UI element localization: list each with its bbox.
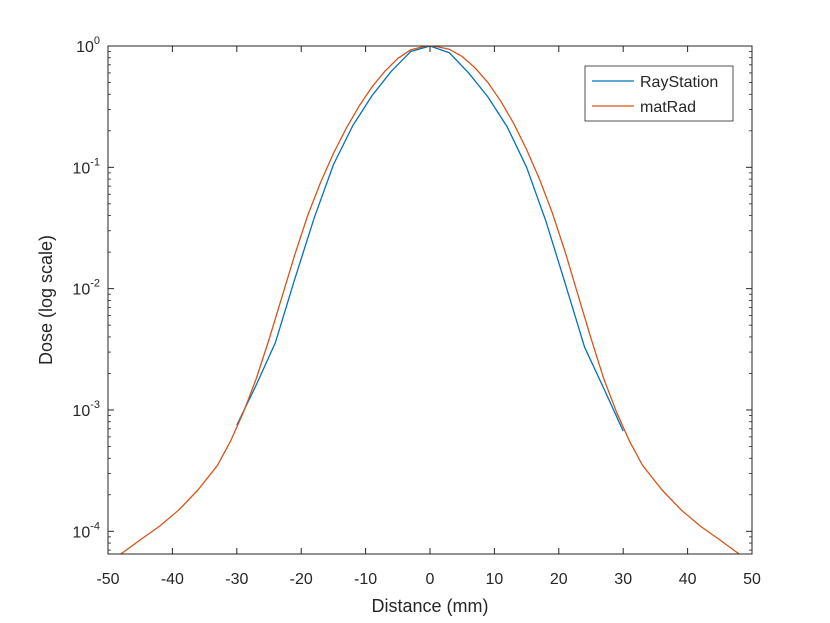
y-tick-label: 10-3 bbox=[72, 399, 100, 420]
y-axis-label: Dose (log scale) bbox=[36, 235, 56, 365]
x-tick-label: -40 bbox=[161, 571, 184, 588]
legend-box bbox=[584, 65, 734, 122]
x-tick-label: 0 bbox=[426, 571, 435, 588]
series-line-raystation bbox=[236, 46, 624, 432]
x-tick-label: -50 bbox=[96, 571, 119, 588]
x-tick-label: -10 bbox=[354, 571, 377, 588]
x-tick-label: -20 bbox=[290, 571, 313, 588]
y-tick-label: 10-1 bbox=[72, 156, 100, 177]
legend[interactable]: RayStation matRad bbox=[584, 65, 734, 122]
x-tick-label: 40 bbox=[679, 571, 697, 588]
y-tick-label: 100 bbox=[76, 35, 100, 56]
y-tick-labels: 10-4 10-3 10-2 10-1 100 bbox=[72, 35, 100, 541]
series-lines bbox=[120, 46, 740, 554]
x-tick-label: 10 bbox=[486, 571, 504, 588]
y-tick-label: 10-2 bbox=[72, 278, 100, 299]
x-tick-label: 20 bbox=[550, 571, 568, 588]
x-tick-label: 30 bbox=[614, 571, 632, 588]
legend-label-matrad: matRad bbox=[640, 99, 696, 116]
x-tick-labels: -50 -40 -30 -20 -10 0 10 20 30 40 50 bbox=[96, 571, 761, 588]
series-line-matrad bbox=[120, 46, 740, 554]
x-tick-label: 50 bbox=[743, 571, 761, 588]
axes-box bbox=[107, 45, 753, 555]
x-axis-label: Distance (mm) bbox=[371, 596, 488, 616]
plot-area bbox=[108, 46, 752, 554]
legend-label-raystation: RayStation bbox=[640, 74, 718, 91]
x-tick-label: -30 bbox=[225, 571, 248, 588]
y-tick-label: 10-4 bbox=[72, 520, 100, 541]
